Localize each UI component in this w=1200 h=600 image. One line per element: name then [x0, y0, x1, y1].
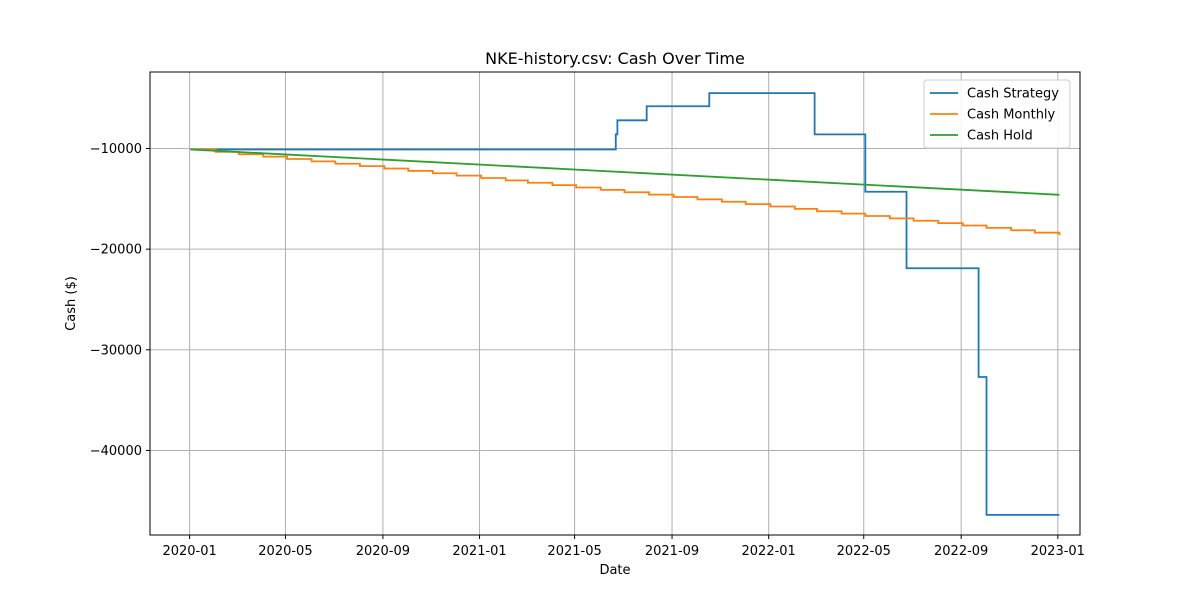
x-tick-label: 2023-01 [1031, 544, 1085, 559]
x-tick-label: 2020-09 [356, 544, 410, 559]
legend: Cash Strategy Cash Monthly Cash Hold [923, 79, 1071, 149]
y-tick-label: −40000 [90, 444, 142, 459]
grid [150, 72, 1080, 535]
y-tick-label: −10000 [90, 142, 142, 157]
x-tick-label: 2022-01 [742, 544, 796, 559]
y-tick-label: −30000 [90, 343, 142, 358]
x-axis-label: Date [599, 563, 630, 578]
x-tick-label: 2022-05 [837, 544, 891, 559]
chart-title: NKE-history.csv: Cash Over Time [485, 49, 745, 68]
x-tick-label: 2021-05 [547, 544, 601, 559]
x-tick-label: 2020-05 [258, 544, 312, 559]
legend-label: Cash Hold [967, 129, 1033, 144]
legend-label: Cash Monthly [967, 108, 1056, 123]
x-tick-label: 2021-01 [452, 544, 506, 559]
plot-frame [149, 71, 1081, 536]
series-line-cash-strategy [190, 92, 1060, 516]
axis-ticks: 2020-01 2020-05 2020-09 2021-01 2021-05 2021-… [90, 142, 1085, 559]
y-tick-label: −20000 [90, 243, 142, 258]
legend-box [923, 79, 1071, 149]
y-axis-label: Cash ($) [64, 276, 79, 331]
x-tick-label: 2020-01 [162, 544, 216, 559]
x-tick-label: 2021-09 [645, 544, 699, 559]
series-lines [190, 92, 1061, 516]
series-line-cash-monthly [190, 148, 1061, 236]
legend-label: Cash Strategy [967, 87, 1059, 102]
x-tick-label: 2022-09 [934, 544, 988, 559]
series-line-cash-hold [190, 148, 1060, 196]
